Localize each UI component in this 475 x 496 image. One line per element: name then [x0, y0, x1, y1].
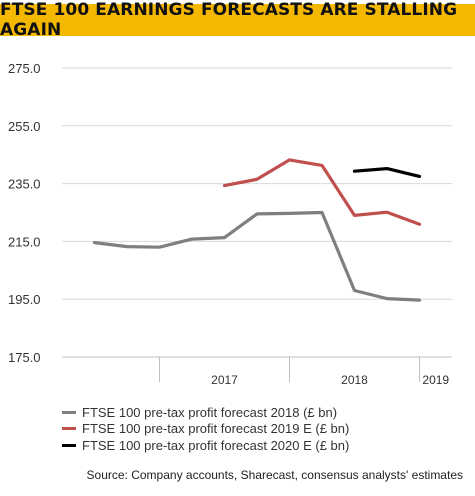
x-tick-label: 2018 — [341, 373, 368, 387]
legend-label-2018: FTSE 100 pre-tax profit forecast 2018 (£… — [82, 404, 338, 420]
y-tick-label: 215.0 — [8, 234, 41, 249]
legend-swatch-2019 — [62, 427, 76, 431]
legend-item-2019: FTSE 100 pre-tax profit forecast 2019 E … — [62, 421, 349, 438]
legend-label-2019: FTSE 100 pre-tax profit forecast 2019 E … — [82, 421, 350, 437]
x-tick-label: 2019 — [422, 373, 449, 387]
y-tick-label: 235.0 — [8, 177, 41, 192]
source-note: Source: Company accounts, Sharecast, con… — [86, 468, 463, 482]
series-lines — [92, 158, 422, 302]
chart-title-banner: FTSE 100 EARNINGS FORECASTS ARE STALLING… — [0, 0, 475, 40]
x-axis: 2017 2018 2019 — [62, 356, 452, 387]
legend-label-2020: FTSE 100 pre-tax profit forecast 2020 E … — [82, 437, 350, 453]
x-tick-label: 2017 — [211, 373, 238, 387]
legend: FTSE 100 pre-tax profit forecast 2018 (£… — [62, 404, 349, 454]
legend-swatch-2020 — [62, 443, 76, 447]
y-tick-label: 195.0 — [8, 292, 41, 307]
y-tick-label: 255.0 — [8, 119, 41, 134]
chart-title: FTSE 100 EARNINGS FORECASTS ARE STALLING… — [0, 0, 458, 40]
series-line-0 — [92, 210, 422, 302]
legend-item-2018: FTSE 100 pre-tax profit forecast 2018 (£… — [62, 404, 349, 421]
y-tick-label: 275.0 — [8, 61, 41, 76]
series-line-2 — [352, 167, 422, 178]
y-axis-tick-labels: 175.0 195.0 215.0 235.0 255.0 275.0 — [8, 61, 41, 365]
y-tick-label: 175.0 — [8, 350, 41, 365]
legend-item-2020: FTSE 100 pre-tax profit forecast 2020 E … — [62, 437, 349, 454]
legend-swatch-2018 — [62, 410, 76, 414]
